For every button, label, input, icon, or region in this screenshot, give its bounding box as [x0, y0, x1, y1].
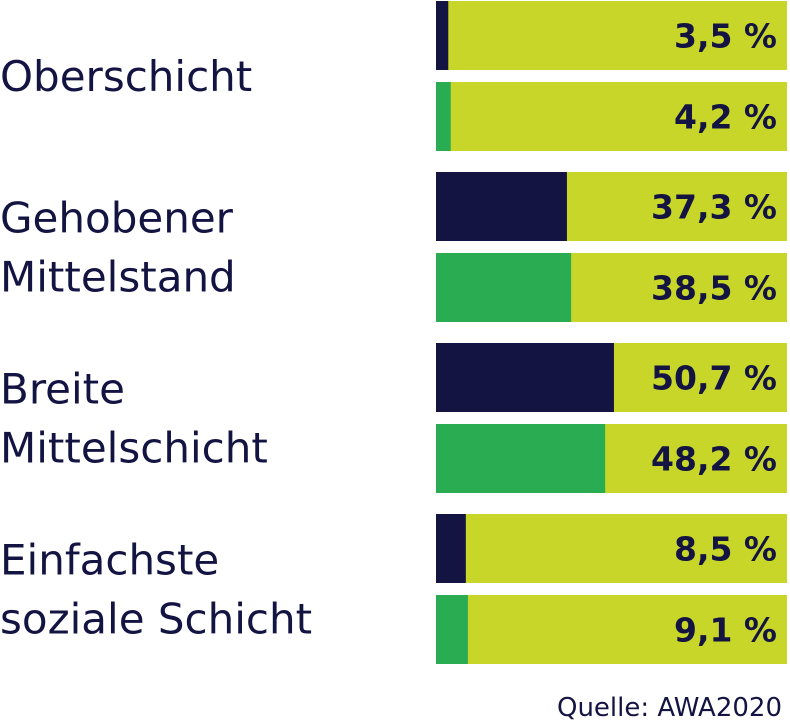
category-label-line: soziale Schicht [0, 595, 312, 644]
bar [436, 424, 606, 493]
bar [436, 1, 449, 70]
category-label-line: Einfachste [0, 536, 219, 585]
bar [436, 253, 572, 322]
bar-track [436, 514, 787, 583]
category-label: Einfachste soziale Schicht [0, 536, 312, 644]
data-label: 38,5 % [651, 269, 777, 308]
category-label-line: Breite [0, 365, 125, 414]
category-label: Gehobener Mittelstand [0, 194, 236, 302]
bar [436, 595, 468, 664]
data-label: 37,3 % [651, 188, 777, 227]
category-label-line: Mittelstand [0, 253, 236, 302]
data-label: 9,1 % [674, 611, 777, 650]
bar-track [436, 595, 787, 664]
category-label: Breite Mittelschicht [0, 365, 268, 473]
bar-track [436, 82, 787, 151]
bar [436, 172, 567, 241]
data-label: 8,5 % [674, 530, 777, 569]
bar [436, 514, 466, 583]
data-label: 48,2 % [651, 440, 777, 479]
bar [436, 82, 451, 151]
bar-track [436, 1, 787, 70]
data-label: 4,2 % [674, 98, 777, 137]
source-note: Quelle: AWA2020 [556, 693, 782, 723]
data-label: 3,5 % [674, 17, 777, 56]
bar [436, 343, 614, 412]
category-label-line: Mittelschicht [0, 424, 268, 473]
data-label: 50,7 % [651, 359, 777, 398]
category-label: Oberschicht [0, 52, 252, 101]
category-label-line: Oberschicht [0, 52, 252, 101]
category-label-line: Gehobener [0, 194, 234, 243]
